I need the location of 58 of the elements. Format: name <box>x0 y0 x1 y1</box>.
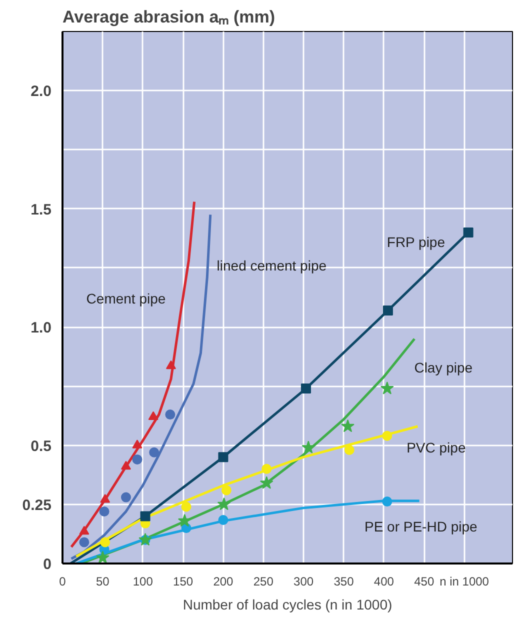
point <box>79 526 90 535</box>
y-tick-label: 2.0 <box>30 83 52 100</box>
point <box>344 445 354 455</box>
y-tick-label: 1.5 <box>30 201 52 218</box>
x-tick-label: 200 <box>213 574 234 588</box>
y-tick-label: 0 <box>43 556 52 573</box>
point <box>120 460 131 470</box>
point <box>100 537 110 548</box>
point <box>148 411 158 420</box>
point <box>382 430 392 441</box>
x-tick-label: 350 <box>334 574 354 588</box>
annotation: PVC pipe <box>406 440 466 456</box>
point <box>181 502 192 512</box>
x-tick-label: 300 <box>294 574 314 588</box>
y-tick-label: 0.5 <box>30 438 52 455</box>
point <box>300 384 311 394</box>
point <box>166 360 176 370</box>
annotation: FRP pipe <box>386 234 446 250</box>
point <box>140 511 150 522</box>
annotation: Clay pipe <box>414 359 473 376</box>
point <box>149 447 160 458</box>
line-series <box>70 213 212 560</box>
x-tick-label: 250 <box>253 574 274 588</box>
point <box>463 227 474 238</box>
point <box>132 440 142 448</box>
x-tick-label: 450 <box>414 574 434 588</box>
x-tick-label: 150 <box>173 574 194 588</box>
point <box>382 306 393 316</box>
x-tick-label: 100 <box>132 574 154 588</box>
point <box>99 506 110 516</box>
point <box>165 410 176 420</box>
point <box>120 492 131 502</box>
point <box>341 419 354 432</box>
chart-title: Average abrasion aₘ (mm) <box>62 8 275 26</box>
y-tick-label: 0.25 <box>22 496 52 514</box>
point <box>382 496 392 507</box>
x-axis-title: Number of load cycles (n in 1000) <box>182 596 392 612</box>
point <box>380 382 394 394</box>
x-tick-label: n in 1000 <box>440 574 490 588</box>
point <box>79 537 90 548</box>
point <box>262 464 272 474</box>
line-series <box>70 200 196 548</box>
x-tick-label: 50 <box>96 574 110 588</box>
x-tick-label: 400 <box>374 574 394 588</box>
annotation: PE or PE-HD pipe <box>364 518 478 535</box>
point <box>218 515 228 525</box>
point <box>96 550 110 564</box>
point <box>218 452 228 462</box>
y-tick-label: 1.0 <box>30 320 52 337</box>
point <box>178 514 192 527</box>
point <box>221 485 232 496</box>
point <box>132 454 142 464</box>
annotation: lined cement pipe <box>216 258 327 274</box>
point <box>100 494 110 503</box>
x-tick-label: 0 <box>59 574 66 588</box>
annotation: Cement pipe <box>86 290 166 307</box>
point <box>217 497 231 510</box>
point <box>260 476 274 489</box>
